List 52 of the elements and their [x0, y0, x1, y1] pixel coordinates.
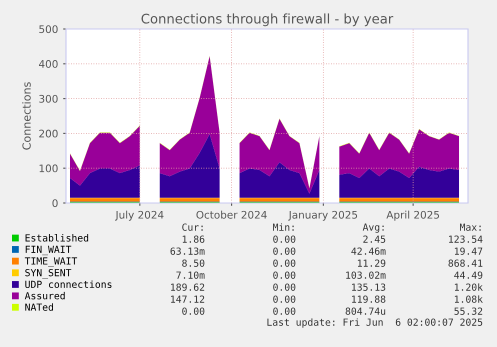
text: 135.13 [352, 283, 386, 291]
text: 103.02m [346, 271, 386, 279]
text: Avg: [362, 224, 384, 233]
legend-label: FIN_WAIT [26, 246, 72, 256]
text: Max: [460, 224, 481, 231]
text: 189.62 [171, 283, 204, 291]
legend-label: UDP connections [25, 280, 112, 288]
text: 55.32 [454, 307, 482, 315]
text: 0.00 [273, 295, 296, 303]
text: 7.10m [176, 271, 205, 279]
text: 1.20k [454, 283, 483, 291]
text: 1.08k [454, 295, 483, 303]
text: 0.00 [273, 283, 296, 291]
text: 119.88 [352, 295, 386, 303]
y-tick-label: 400 [38, 60, 58, 68]
y-tick-label: 500 [39, 25, 58, 34]
text: 0.00 [182, 307, 204, 315]
text: 42.46m [351, 247, 386, 255]
text: 804.74u [346, 307, 386, 315]
text: 8.50 [182, 259, 204, 267]
legend-label: Established [26, 234, 88, 242]
text: 44.49 [454, 271, 482, 279]
text: Min: [272, 223, 294, 231]
y-axis-title: Connections [22, 82, 31, 150]
text: 0.00 [273, 271, 296, 279]
text: 0.00 [273, 247, 296, 255]
text: Cur: [182, 223, 203, 231]
legend-label: Assured [24, 292, 65, 300]
text: Last update: Fri Jun 6 02:00:07 2025 [267, 318, 482, 328]
chart-title: Connections through firewall - by year [142, 13, 394, 26]
y-tick-label: 300 [39, 94, 58, 103]
x-tick-label: July 2024 [115, 210, 164, 221]
x-tick-label: October 2024 [196, 210, 267, 219]
text: 868.41 [448, 259, 482, 267]
legend-label: NATed [25, 303, 53, 311]
legend-label: TIME_WAIT [24, 257, 78, 267]
text: 19.47 [454, 247, 482, 255]
text: 0.00 [273, 235, 296, 243]
text: 147.12 [171, 295, 204, 303]
y-tick-label: 100 [40, 164, 58, 172]
legend-label: SYN_SENT [25, 268, 72, 278]
text: 11.29 [358, 259, 386, 267]
text: 0.00 [273, 259, 296, 267]
text: 2.45 [363, 235, 386, 243]
text: 0.00 [273, 307, 296, 315]
y-tick-label: 200 [39, 130, 58, 138]
text: 63.13m [170, 247, 205, 255]
text: 1.86 [182, 235, 204, 243]
x-tick-label: January 2025 [288, 210, 358, 221]
text: 123.54 [449, 235, 483, 243]
x-tick-label: April 2025 [386, 210, 440, 221]
y-tick-label: 0 [52, 199, 58, 208]
